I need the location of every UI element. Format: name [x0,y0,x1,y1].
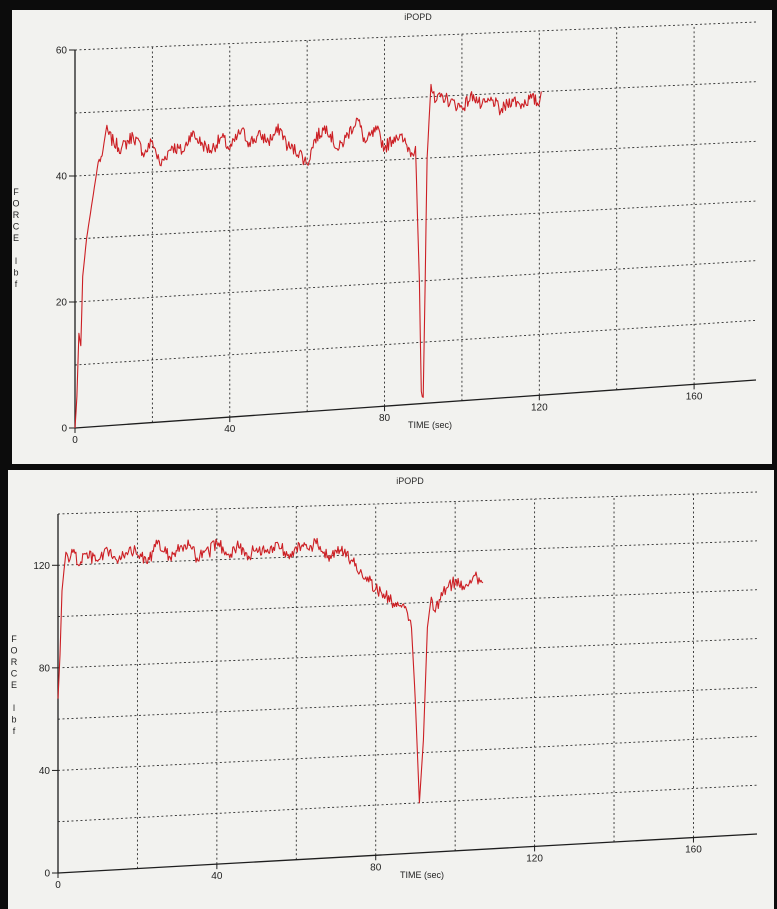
x-tick-label: 40 [224,424,236,435]
x-tick-label: 0 [72,435,78,446]
x-tick-label: 160 [685,845,702,856]
grid-line-horizontal [74,140,757,177]
y-tick-label: 120 [33,561,50,572]
force-time-chart-2: 0 40 80 120 160 0 40 80 120 iPOPD TIME (sec) F O R C E … [8,470,774,909]
x-axis [74,379,757,429]
y-tick-label: 40 [56,172,68,183]
chart-title: iPOPD [404,12,432,22]
x-tick-label: 0 [55,880,61,891]
grid-line-horizontal [74,81,757,114]
chart-title: iPOPD [396,476,424,486]
x-axis-label: TIME (sec) [400,870,444,880]
x-tick-label: 160 [686,391,703,402]
x-tick-label: 80 [379,413,391,424]
grid-line-horizontal [74,21,757,51]
y-tick-label: 40 [39,766,51,777]
force-time-chart-1: 0 40 80 120 160 0 20 40 60 iPOPD TIME (sec) F O R C E l… [12,10,772,464]
x-axis [57,833,758,874]
force-series-line [57,537,484,804]
y-tick-label: 60 [56,46,68,57]
chart-panel-1: 0 40 80 120 160 0 20 40 60 iPOPD TIME (sec) F O R C E l… [12,10,772,464]
chart-panel-2: 0 40 80 120 160 0 40 80 120 iPOPD TIME (sec) F O R C E … [0,470,777,909]
plot-background [12,10,772,464]
x-tick-label: 120 [531,402,548,413]
y-tick-label: 80 [39,663,51,674]
y-tick-label: 0 [61,424,67,435]
x-axis-label: TIME (sec) [408,420,452,430]
grid-line-horizontal [74,260,757,303]
x-tick-label: 80 [370,862,382,873]
x-tick-label: 40 [211,871,223,882]
force-series-line [74,83,542,429]
y-tick-label: 20 [56,298,68,309]
grid-line-horizontal [74,319,757,366]
y-tick-label: 0 [44,869,50,880]
grid-line-horizontal [74,200,757,240]
plot-background [8,470,774,909]
x-tick-label: 120 [526,853,543,864]
